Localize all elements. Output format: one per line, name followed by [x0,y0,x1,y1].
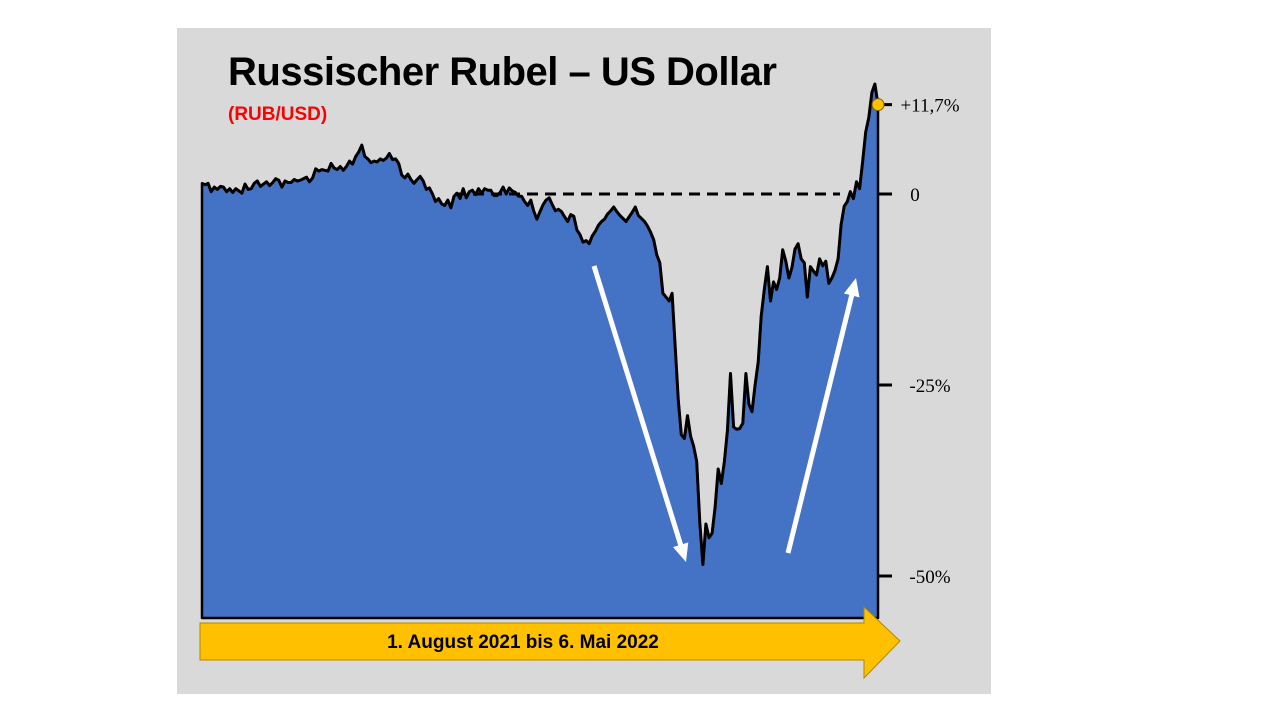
trend-arrows [591,265,860,562]
series-line [201,82,880,566]
y-tick-label-0: +11,7% [900,96,959,117]
y-tick-label-3: -50% [909,567,950,588]
y-axis: +11,7% 0 -25% -50% [871,96,960,588]
area-layer [200,82,880,620]
period-arrow-shape [199,605,901,680]
chart-title: Russischer Rubel – US Dollar [228,50,777,94]
period-band: 1. August 2021 bis 6. Mai 2022 [199,605,901,680]
trend-arrow-up-head [843,278,860,298]
trend-arrow-up-shaft [785,290,856,554]
series-area [200,82,880,620]
y-tick-label-2: -25% [909,376,950,397]
y-tick-label-1: 0 [910,185,920,206]
trend-arrow-down-head [673,542,689,562]
trend-arrow-down-shaft [591,265,685,550]
period-label: 1. August 2021 bis 6. Mai 2022 [387,632,659,653]
chart-subtitle: (RUB/USD) [228,104,328,125]
end-value-marker [871,98,885,112]
